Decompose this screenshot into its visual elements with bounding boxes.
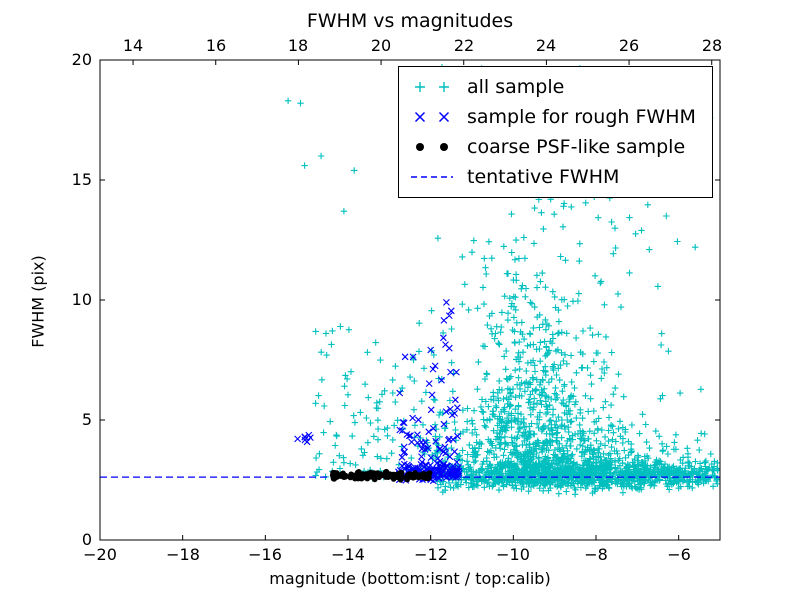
x-tick-label-bottom: −6	[667, 545, 691, 564]
x-tick-label-bottom: −10	[496, 545, 530, 564]
x-tick-label-bottom: −18	[166, 545, 200, 564]
y-tick-label: 5	[81, 410, 92, 429]
legend-label: coarse PSF-like sample	[467, 136, 686, 158]
dot-marker-icon	[416, 143, 448, 151]
plus-marker-icon	[415, 82, 449, 92]
legend-item: all sample	[409, 72, 712, 102]
x-tick-label-top: 24	[535, 36, 557, 55]
y-axis-label: FWHM (pix)	[28, 255, 48, 348]
legend-label: sample for rough FWHM	[467, 106, 696, 128]
dashed-line-icon	[411, 176, 453, 178]
x-tick-label-bottom: −14	[331, 545, 365, 564]
y-tick-label: 15	[71, 170, 92, 189]
x-tick-label-top: 18	[287, 36, 309, 55]
x-tick-label-top: 14	[122, 36, 144, 55]
x-tick-label-top: 28	[701, 36, 723, 55]
x-axis-label: magnitude (bottom:isnt / top:calib)	[269, 569, 551, 588]
legend-label: all sample	[467, 76, 565, 98]
y-tick-label: 10	[71, 290, 92, 309]
legend-item: sample for rough FWHM	[409, 102, 712, 132]
x-tick-label-bottom: −16	[248, 545, 282, 564]
chart-title: FWHM vs magnitudes	[306, 10, 514, 32]
y-tick-label: 0	[81, 530, 92, 549]
legend: all sample sample for rough FWHM coarse …	[398, 66, 713, 198]
x-tick-label-top: 20	[370, 36, 392, 55]
x-tick-label-bottom: −8	[584, 545, 608, 564]
x-tick-label-top: 16	[205, 36, 227, 55]
y-tick-label: 20	[71, 50, 92, 69]
legend-item: coarse PSF-like sample	[409, 132, 712, 162]
x-marker-icon	[414, 111, 450, 123]
legend-item: tentative FWHM	[409, 162, 712, 192]
x-tick-label-bottom: −20	[83, 545, 117, 564]
x-tick-label-bottom: −12	[414, 545, 448, 564]
x-tick-label-top: 22	[453, 36, 475, 55]
legend-label: tentative FWHM	[467, 166, 620, 188]
x-tick-label-top: 26	[618, 36, 640, 55]
